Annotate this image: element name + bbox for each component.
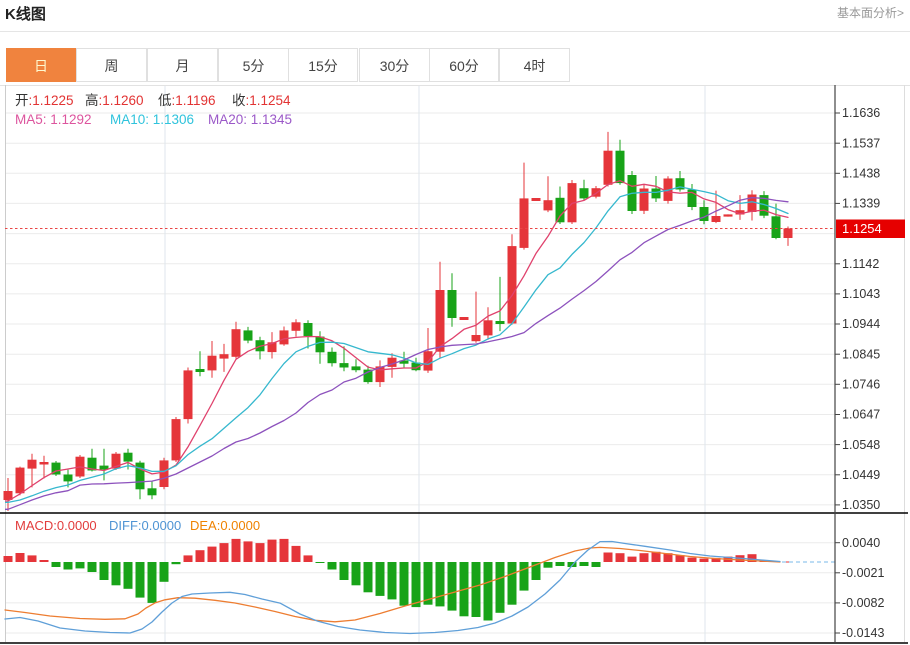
svg-text:-0.0143: -0.0143 (842, 626, 884, 640)
svg-text:1.0944: 1.0944 (842, 317, 880, 331)
svg-text:0.0040: 0.0040 (842, 536, 880, 550)
svg-text:1.0548: 1.0548 (842, 438, 880, 452)
svg-text:1.0746: 1.0746 (842, 378, 880, 392)
svg-text:1.0449: 1.0449 (842, 468, 880, 482)
svg-text:1.1438: 1.1438 (842, 167, 880, 181)
svg-text:-0.0021: -0.0021 (842, 566, 884, 580)
svg-text:1.0350: 1.0350 (842, 498, 880, 512)
svg-text:1.0647: 1.0647 (842, 408, 880, 422)
svg-text:1.1254: 1.1254 (842, 221, 882, 236)
svg-text:-0.0082: -0.0082 (842, 596, 884, 610)
svg-text:1.1537: 1.1537 (842, 136, 880, 150)
svg-text:1.1142: 1.1142 (842, 257, 879, 271)
svg-text:1.1043: 1.1043 (842, 287, 880, 301)
svg-text:1.1339: 1.1339 (842, 197, 880, 211)
svg-text:1.1636: 1.1636 (842, 106, 880, 120)
svg-text:1.0845: 1.0845 (842, 347, 880, 361)
